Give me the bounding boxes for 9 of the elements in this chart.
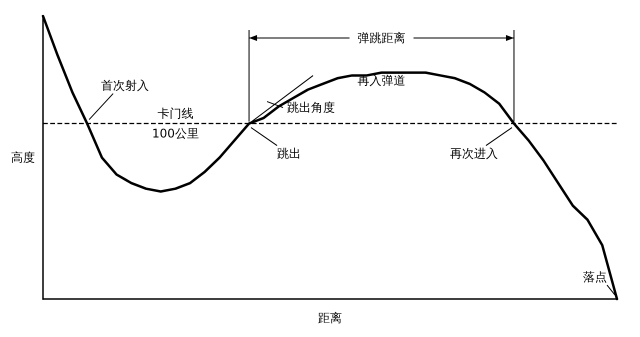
annotation: 再次进入 [450, 146, 498, 161]
y-axis-title: 高度 [11, 150, 35, 165]
ref-line-label: 卡门线 100公里 [152, 106, 199, 141]
annotation: 跳出 [277, 146, 302, 161]
annotation: 跳出角度 [287, 100, 336, 115]
annotation: 首次射入 [101, 78, 150, 93]
x-axis-title: 距离 [318, 311, 342, 325]
annotation: 落点 [583, 270, 607, 284]
annotation: 弹跳距离 [358, 31, 406, 45]
